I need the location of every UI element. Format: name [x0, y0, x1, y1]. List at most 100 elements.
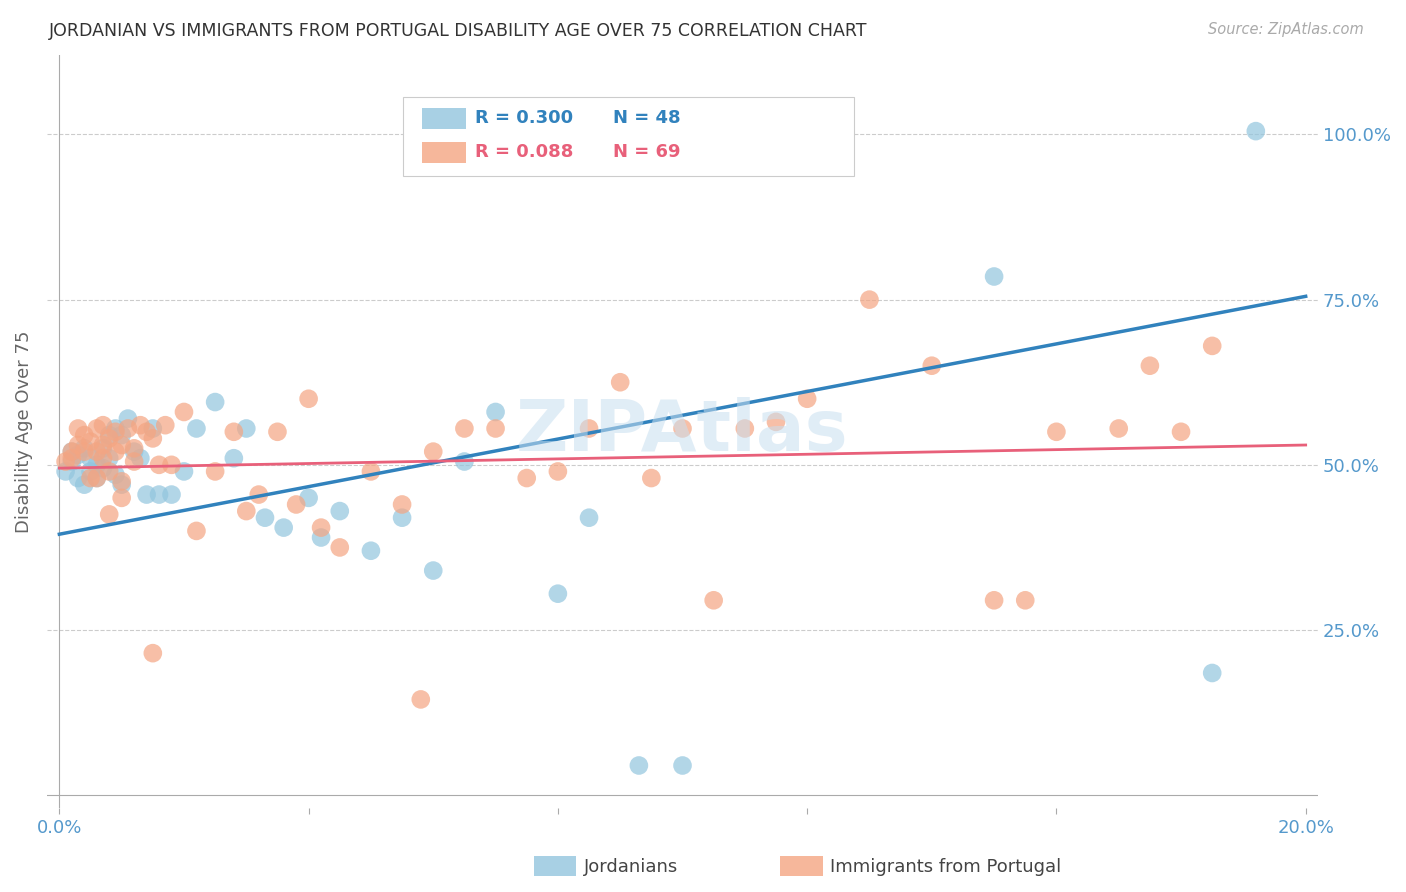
Point	[142, 646, 165, 660]
Point	[142, 421, 165, 435]
Point	[640, 471, 662, 485]
Text: N = 48: N = 48	[613, 109, 681, 127]
Point	[297, 392, 319, 406]
Point	[484, 421, 506, 435]
Point	[60, 451, 83, 466]
Point	[104, 467, 127, 482]
Point	[91, 442, 114, 456]
Point	[67, 471, 90, 485]
Point	[309, 520, 332, 534]
Point	[222, 425, 245, 439]
Point	[285, 498, 308, 512]
Point	[983, 269, 1005, 284]
Point	[129, 418, 152, 433]
Point	[627, 758, 650, 772]
Point	[547, 587, 569, 601]
Point	[111, 491, 134, 505]
Point	[578, 421, 600, 435]
Point	[516, 471, 538, 485]
Point	[98, 465, 121, 479]
Point	[391, 498, 413, 512]
Point	[111, 475, 134, 489]
Point	[391, 510, 413, 524]
Point	[86, 458, 108, 472]
Text: R = 0.088: R = 0.088	[475, 143, 574, 161]
Point	[329, 541, 352, 555]
Point	[253, 510, 276, 524]
Point	[297, 491, 319, 505]
Point	[79, 465, 101, 479]
Text: ZIPAtlas: ZIPAtlas	[516, 397, 849, 467]
Point	[204, 465, 226, 479]
Point	[148, 487, 170, 501]
Point	[98, 451, 121, 466]
Point	[79, 451, 101, 466]
Point	[111, 438, 134, 452]
Point	[160, 487, 183, 501]
Point	[55, 465, 77, 479]
Point	[858, 293, 880, 307]
Point	[1108, 421, 1130, 435]
Point	[86, 471, 108, 485]
Point	[98, 431, 121, 445]
Point	[484, 405, 506, 419]
Point	[921, 359, 943, 373]
Point	[155, 418, 177, 433]
Point	[67, 438, 90, 452]
Point	[309, 531, 332, 545]
Point	[173, 405, 195, 419]
Point	[73, 428, 96, 442]
Point	[360, 543, 382, 558]
Point	[73, 442, 96, 456]
Point	[422, 444, 444, 458]
Text: Jordanians: Jordanians	[583, 858, 678, 876]
Point	[122, 442, 145, 456]
Point	[235, 421, 257, 435]
Point	[98, 508, 121, 522]
Y-axis label: Disability Age Over 75: Disability Age Over 75	[15, 331, 32, 533]
Point	[91, 461, 114, 475]
Point	[1201, 665, 1223, 680]
Point	[796, 392, 818, 406]
FancyBboxPatch shape	[422, 142, 467, 163]
Point	[247, 487, 270, 501]
Point	[273, 520, 295, 534]
Point	[117, 411, 139, 425]
Point	[135, 425, 157, 439]
Point	[122, 444, 145, 458]
Point	[186, 421, 208, 435]
Point	[360, 465, 382, 479]
Point	[67, 448, 90, 462]
Point	[547, 465, 569, 479]
Point	[104, 425, 127, 439]
Text: Immigrants from Portugal: Immigrants from Portugal	[830, 858, 1060, 876]
Point	[73, 444, 96, 458]
Point	[983, 593, 1005, 607]
Point	[453, 421, 475, 435]
Point	[266, 425, 288, 439]
Point	[135, 487, 157, 501]
Point	[148, 458, 170, 472]
Point	[91, 438, 114, 452]
Text: N = 69: N = 69	[613, 143, 681, 161]
Point	[104, 421, 127, 435]
Point	[122, 454, 145, 468]
Point	[222, 451, 245, 466]
Point	[235, 504, 257, 518]
FancyBboxPatch shape	[422, 108, 467, 129]
Point	[609, 376, 631, 390]
Point	[1045, 425, 1067, 439]
Point	[578, 510, 600, 524]
Point	[409, 692, 432, 706]
Text: R = 0.300: R = 0.300	[475, 109, 574, 127]
Point	[1139, 359, 1161, 373]
Point	[73, 477, 96, 491]
Point	[91, 451, 114, 466]
Point	[98, 428, 121, 442]
Point	[91, 418, 114, 433]
Point	[67, 421, 90, 435]
Point	[60, 444, 83, 458]
Point	[55, 454, 77, 468]
Point	[79, 434, 101, 449]
Point	[1244, 124, 1267, 138]
